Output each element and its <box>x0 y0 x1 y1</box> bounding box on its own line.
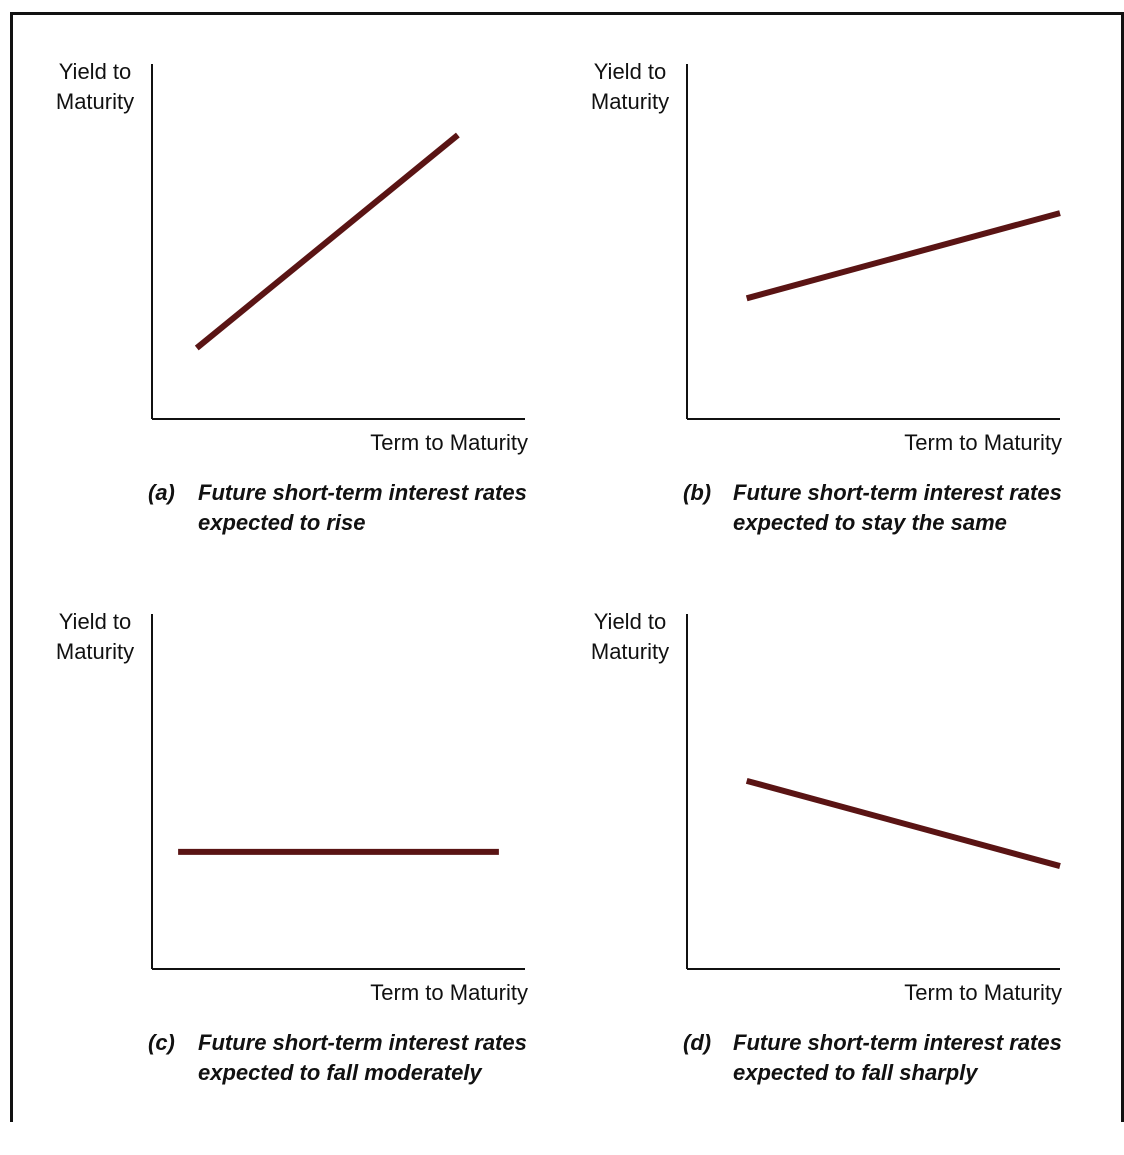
panel-d: Yield to Maturity Term to Maturity (d) F… <box>575 605 1124 1155</box>
x-axis-label: Term to Maturity <box>370 980 528 1005</box>
figure-frame <box>10 12 1124 1122</box>
plot-d <box>686 614 1061 970</box>
yield-curve <box>745 210 1061 302</box>
y-label-line2: Maturity <box>590 639 670 664</box>
caption-letter: (a) <box>148 480 175 505</box>
y-axis-label: Yield to Maturity <box>40 607 150 667</box>
y-label-line1: Yield to <box>593 609 667 634</box>
plot-b <box>686 64 1061 420</box>
y-label-line2: Maturity <box>55 89 135 114</box>
y-axis-label: Yield to Maturity <box>40 57 150 117</box>
caption-letter: (b) <box>683 480 712 505</box>
plot-a <box>151 64 525 420</box>
panel-a: Yield to Maturity Term to Maturity (a) F… <box>40 55 600 605</box>
yield-curve <box>745 777 1061 869</box>
y-label-line1: Yield to <box>58 609 132 634</box>
caption-letter: (d) <box>683 1030 712 1055</box>
caption-line2: expected to rise <box>198 510 366 535</box>
caption-line2: expected to fall sharply <box>733 1060 978 1085</box>
y-axis-label: Yield to Maturity <box>575 57 685 117</box>
x-axis-label: Term to Maturity <box>370 430 528 455</box>
caption-line1: Future short-term interest rates <box>733 1030 1062 1055</box>
y-axis-label: Yield to Maturity <box>575 607 685 667</box>
y-label-line2: Maturity <box>590 89 670 114</box>
panel-c: Yield to Maturity Term to Maturity (c) F… <box>40 605 600 1155</box>
yield-curve <box>194 132 460 351</box>
caption-line1: Future short-term interest rates <box>198 480 527 505</box>
caption-line1: Future short-term interest rates <box>198 1030 527 1055</box>
caption-letter: (c) <box>148 1030 175 1055</box>
y-label-line2: Maturity <box>55 639 135 664</box>
y-label-line1: Yield to <box>593 59 667 84</box>
x-axis-label: Term to Maturity <box>904 980 1062 1005</box>
x-axis-label: Term to Maturity <box>904 430 1062 455</box>
caption-line1: Future short-term interest rates <box>733 480 1062 505</box>
caption-line2: expected to stay the same <box>733 510 1007 535</box>
caption-line2: expected to fall moderately <box>198 1060 482 1085</box>
panel-b: Yield to Maturity Term to Maturity (b) F… <box>575 55 1124 605</box>
plot-c <box>151 614 525 970</box>
y-label-line1: Yield to <box>58 59 132 84</box>
